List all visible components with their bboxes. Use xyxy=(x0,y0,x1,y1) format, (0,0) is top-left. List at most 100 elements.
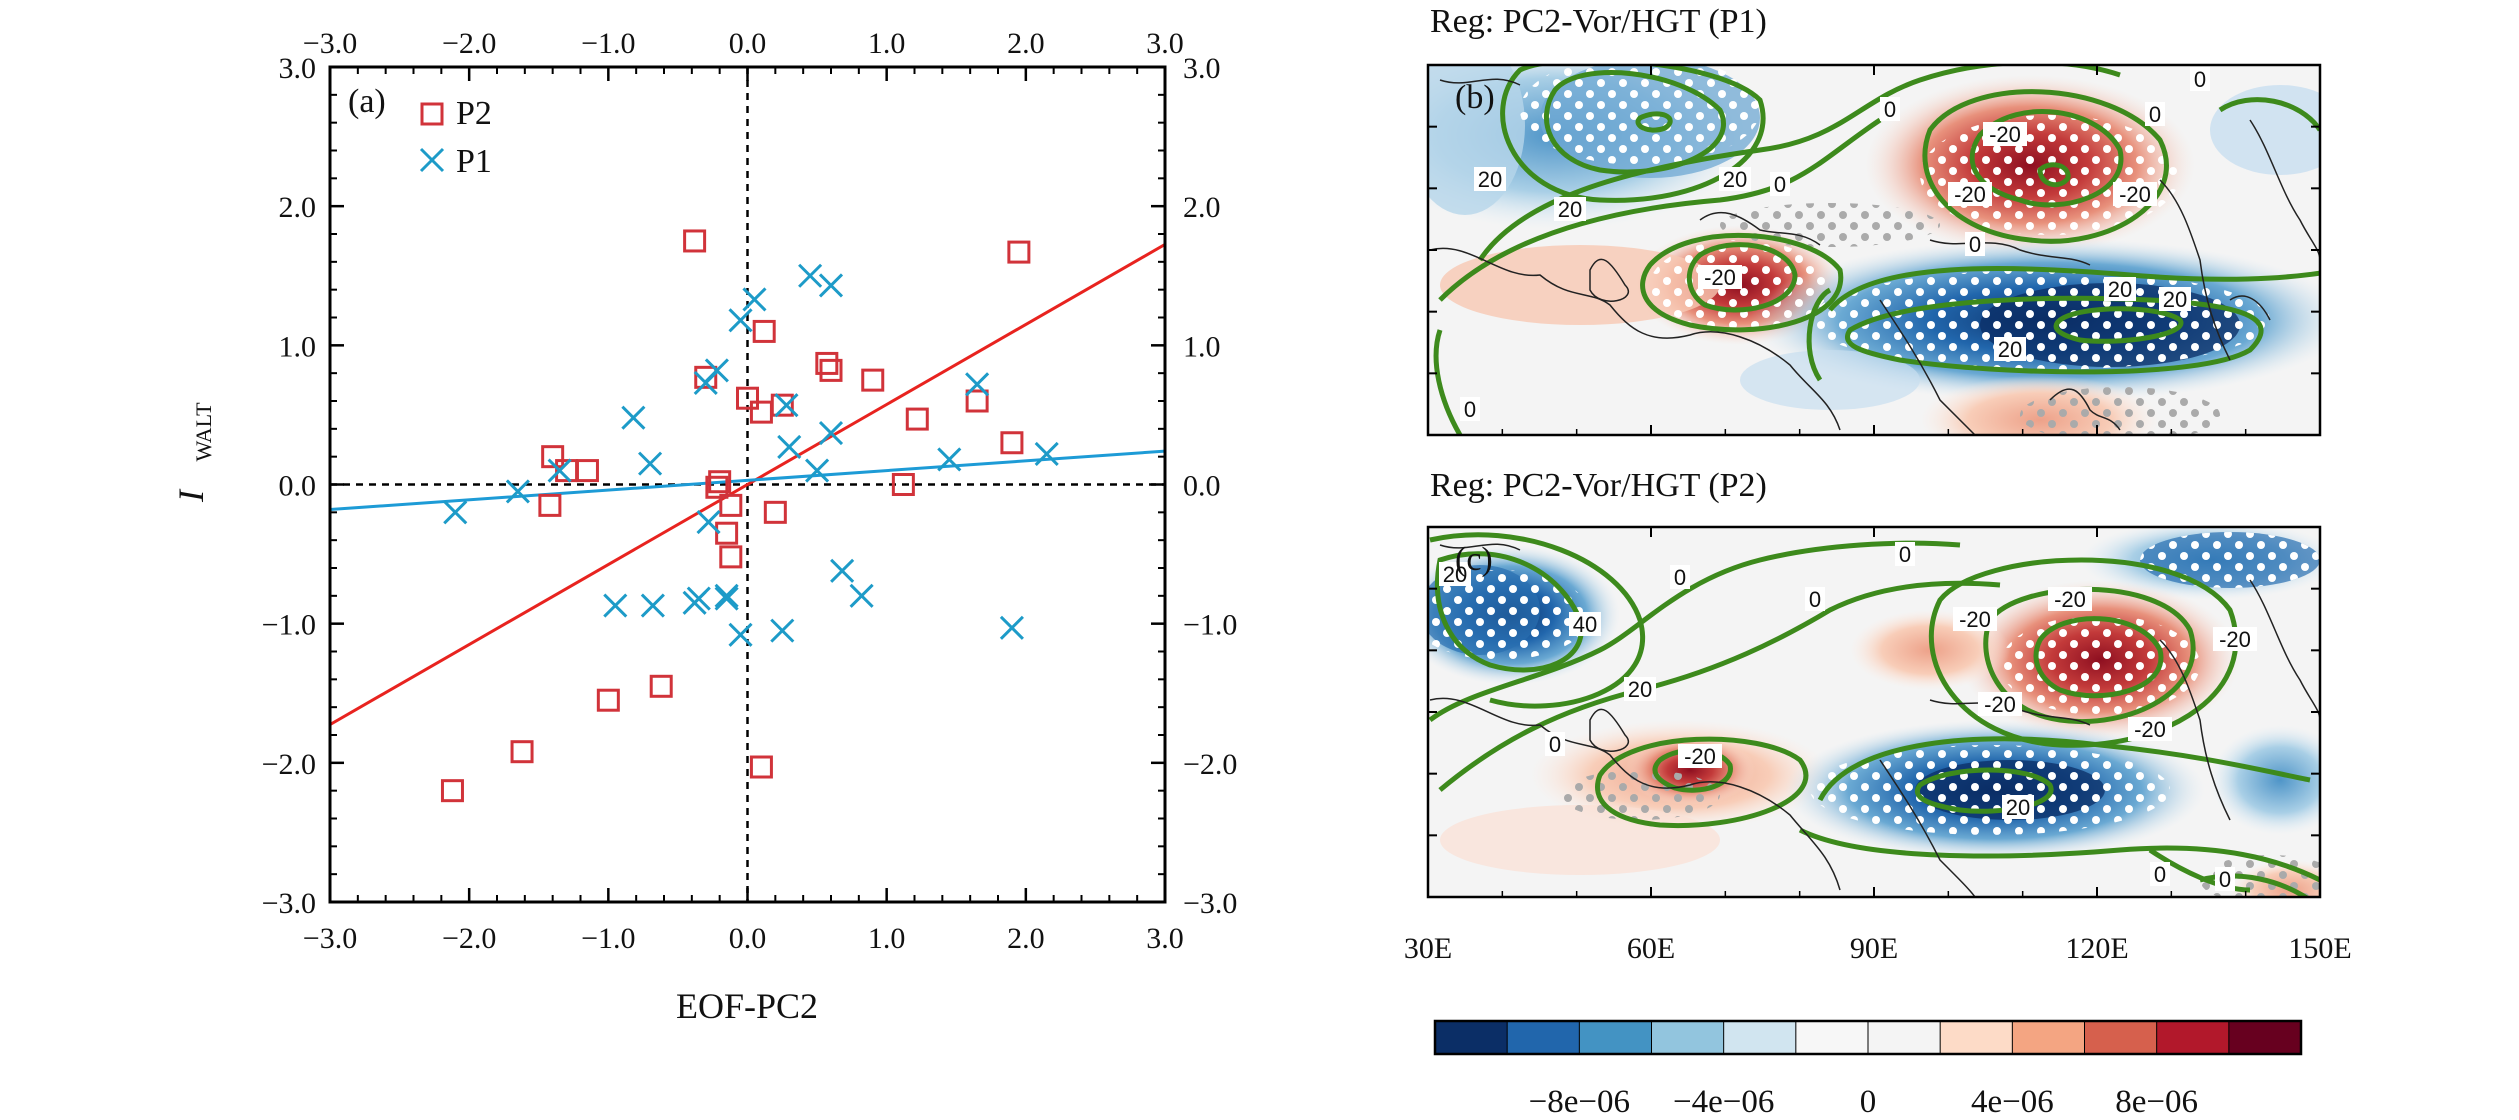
x-tick-label-bottom: 2.0 xyxy=(1007,922,1045,955)
colorbar-cell xyxy=(1507,1021,1580,1054)
colorbar-cell xyxy=(1868,1021,1941,1054)
colorbar-cells xyxy=(1435,1021,2302,1054)
contour-label-bg xyxy=(2104,277,2136,301)
x-tick-label-top: −3.0 xyxy=(303,27,357,60)
point-p2 xyxy=(510,740,534,764)
contour-label: 20 xyxy=(2006,795,2030,820)
y-tick-label-right: 1.0 xyxy=(1183,330,1221,363)
contour-label: 0 xyxy=(1549,732,1561,757)
contour-label-bg xyxy=(1880,97,1900,121)
x-tick-label-bottom: 1.0 xyxy=(868,922,906,955)
point-p2 xyxy=(749,400,773,424)
x-tick-label-bottom: −2.0 xyxy=(442,922,496,955)
map-title-c: Reg: PC2-Vor/HGT (P2) xyxy=(1430,467,1767,504)
contour-label-bg xyxy=(1978,692,2022,716)
colorbar-cell xyxy=(2012,1021,2085,1054)
colorbar: −8e−06 −4e−06 0 4e−06 8e−06 xyxy=(1433,1019,2303,1120)
y-tick-label-left: 1.0 xyxy=(279,330,317,363)
contour-label: -20 xyxy=(1984,692,2016,717)
point-p1 xyxy=(798,263,823,288)
contour-label-bg xyxy=(1994,337,2026,361)
y-tick-label-left: 2.0 xyxy=(279,191,317,224)
point-p2 xyxy=(596,688,620,712)
contour-label-bg xyxy=(1948,182,1992,206)
point-p1 xyxy=(728,622,753,647)
map-ticks-c xyxy=(1427,527,2321,897)
contour-label: 20 xyxy=(1443,562,1467,587)
point-p2 xyxy=(719,493,743,517)
colorbar-cell xyxy=(2084,1021,2158,1054)
contour-label: 20 xyxy=(1478,167,1502,192)
contour-label-bg xyxy=(1698,265,1742,289)
point-p1 xyxy=(696,510,721,535)
contour-label-bg xyxy=(1719,167,1751,191)
contour-label: 0 xyxy=(1884,97,1896,122)
point-p2 xyxy=(770,393,794,417)
panel-label-b: (b) xyxy=(1455,79,1495,116)
legend-label-p2: P2 xyxy=(456,95,492,132)
point-p1 xyxy=(728,308,753,333)
colorbar-cell xyxy=(2156,1021,2230,1054)
contour-label-bg xyxy=(2190,67,2210,91)
contour-label-bg xyxy=(2215,867,2235,891)
point-p1 xyxy=(638,451,663,476)
y-tick-label-left: −3.0 xyxy=(262,887,316,920)
point-p2 xyxy=(905,407,929,431)
point-p1 xyxy=(818,273,844,298)
point-p2 xyxy=(541,445,565,469)
point-p1 xyxy=(965,372,990,397)
contour-label: 40 xyxy=(1573,612,1597,637)
contour-label: 20 xyxy=(1998,337,2022,362)
contour-label-bg xyxy=(2159,287,2191,311)
contour-label: 0 xyxy=(2219,867,2231,892)
point-p2 xyxy=(683,229,707,253)
contour-label: -20 xyxy=(1684,744,1716,769)
contour-label-bg xyxy=(1670,565,1690,589)
contours xyxy=(1428,532,2320,897)
y-tick-label-left: −1.0 xyxy=(262,609,316,642)
x-tick-label-top: 0.0 xyxy=(729,27,767,60)
contour-label-bg xyxy=(1983,122,2027,146)
contour-label-bg xyxy=(1569,612,1601,636)
colorbar-cell xyxy=(1435,1021,1508,1054)
contour-label: 0 xyxy=(1774,172,1786,197)
coastlines xyxy=(1429,78,2320,435)
colorbar-cell xyxy=(1723,1021,1797,1054)
y-axis-label: I xyxy=(171,488,211,503)
tick-labels: −3.0−3.0−3.0 −3.0−2.0−2.0−2.0 −2.0−1.0−1.0… xyxy=(262,27,1238,955)
legend-marker-p2 xyxy=(420,102,444,126)
point-p1 xyxy=(742,287,767,312)
point-p2 xyxy=(965,389,989,413)
contour-label-bg xyxy=(1545,732,1565,756)
colorbar-cell xyxy=(1795,1021,1869,1054)
point-p1 xyxy=(937,447,962,472)
contour-label: -20 xyxy=(1954,182,1986,207)
legend: P2 P1 xyxy=(419,95,492,180)
lon-label: 150E xyxy=(2288,932,2351,965)
contour-label-bg xyxy=(2002,795,2034,819)
contour-label: 0 xyxy=(1809,587,1821,612)
contour-label-bg xyxy=(1439,562,1471,586)
contour-label: 0 xyxy=(2154,862,2166,887)
map-ticks-b xyxy=(1427,65,2321,435)
point-p2 xyxy=(736,386,759,410)
contour-label: 0 xyxy=(2194,67,2206,92)
point-p1 xyxy=(603,593,628,618)
contour-label: 20 xyxy=(1558,197,1582,222)
contour-label: -20 xyxy=(1704,265,1736,290)
point-p1 xyxy=(830,558,855,583)
point-p1 xyxy=(621,405,646,430)
colorbar-label: −8e−06 xyxy=(1529,1084,1630,1120)
contour-label-bg xyxy=(1554,197,1586,221)
contour-label: 0 xyxy=(1969,232,1981,257)
point-p1 xyxy=(714,583,739,608)
y-tick-label-left: 0.0 xyxy=(279,470,317,503)
fit-line-p1 xyxy=(330,449,1165,512)
contour-label: -20 xyxy=(2119,182,2151,207)
contour-label-bg xyxy=(1805,587,1825,611)
point-p2 xyxy=(861,368,885,392)
point-p2 xyxy=(705,475,729,499)
contour-labels: 0 0 0 0 0 0 20 20 20 20 20 20 -20 -20 -20 -20 xyxy=(1460,67,2210,422)
point-p1 xyxy=(849,583,874,608)
